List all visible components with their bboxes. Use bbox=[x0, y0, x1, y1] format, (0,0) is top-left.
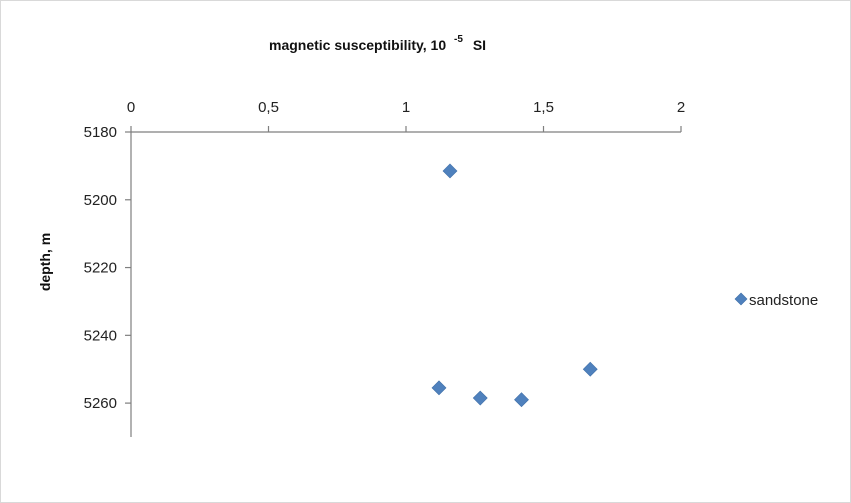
data-point bbox=[472, 390, 488, 406]
x-tick-label: 1 bbox=[402, 99, 410, 116]
x-tick-label: 0,5 bbox=[258, 99, 279, 116]
y-tick-label: 5240 bbox=[84, 327, 117, 344]
data-points-group bbox=[431, 163, 598, 408]
data-point bbox=[431, 380, 447, 396]
y-axis-title: depth, m bbox=[37, 233, 53, 291]
y-tick-label: 5180 bbox=[84, 124, 117, 141]
data-point bbox=[582, 361, 598, 377]
axes-group: 0 0,5 1 1,5 2 5180 5200 5220 5240 5260 bbox=[84, 99, 685, 437]
legend: sandstone bbox=[734, 292, 818, 309]
x-tick-label: 1,5 bbox=[533, 99, 554, 116]
legend-label: sandstone bbox=[749, 292, 818, 309]
y-tick-label: 5200 bbox=[84, 192, 117, 209]
y-tick-label: 5260 bbox=[84, 395, 117, 412]
x-tick-label: 2 bbox=[677, 99, 685, 116]
legend-marker bbox=[734, 292, 748, 306]
data-point bbox=[442, 163, 458, 179]
x-axis-title: magnetic susceptibility, 10 -5 SI bbox=[269, 29, 486, 53]
x-tick-label: 0 bbox=[127, 99, 135, 116]
y-tick-label: 5220 bbox=[84, 260, 117, 277]
data-point bbox=[514, 392, 529, 408]
